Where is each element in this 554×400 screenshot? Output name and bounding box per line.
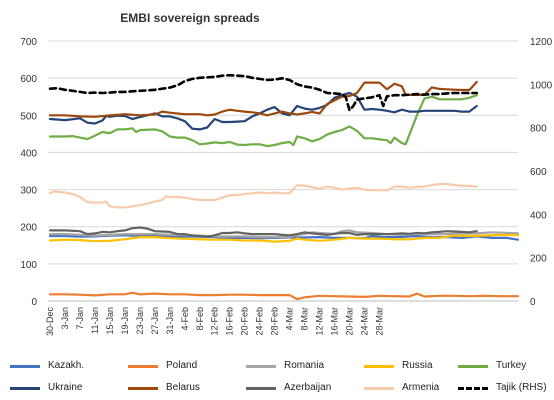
x-tick-label: 19-Jan xyxy=(120,307,130,335)
series-line-armenia xyxy=(48,182,478,209)
x-tick-label: 24-Mar xyxy=(359,307,369,336)
x-tick-label: 16-Mar xyxy=(330,307,340,336)
x-tick-label: 31-Jan xyxy=(165,307,175,335)
legend: Kazakh. Poland Romania Russia Turkey Ukraine B… xyxy=(0,356,554,400)
left-tick-label: 700 xyxy=(20,37,37,48)
x-tick-label: 12-Mar xyxy=(315,307,325,336)
gridlines xyxy=(48,40,518,302)
x-tick-label: 20-Feb xyxy=(240,307,250,336)
legend-swatch xyxy=(128,387,158,390)
left-tick-label: 0 xyxy=(31,297,37,308)
x-tick-label: 24-Feb xyxy=(255,307,265,336)
chart-svg: EMBI sovereign spreads 0 100 200 300 400 500 6… xyxy=(20,11,553,337)
x-tick-label: 27-Jan xyxy=(150,307,160,335)
legend-label: Russia xyxy=(402,360,433,371)
series-line-azerbaijan xyxy=(48,226,478,238)
legend-swatch xyxy=(364,387,394,390)
legend-label: Azerbaijan xyxy=(284,382,332,393)
x-tick-label: 16-Feb xyxy=(225,307,235,336)
legend-label: Romania xyxy=(284,360,325,371)
right-tick-label: 600 xyxy=(530,167,547,178)
left-axis: 0 100 200 300 400 500 600 700 xyxy=(20,37,37,308)
legend-swatch xyxy=(10,365,40,368)
left-tick-label: 100 xyxy=(20,260,37,271)
legend-swatch xyxy=(246,365,276,368)
left-tick-label: 500 xyxy=(20,111,37,122)
right-tick-label: 400 xyxy=(530,210,547,221)
legend-swatch xyxy=(128,365,158,368)
series-line-russia xyxy=(48,233,520,243)
x-tick-label: 11-Jan xyxy=(90,307,100,334)
x-tick-label: 30-Dec xyxy=(45,307,55,337)
legend-label: Turkey xyxy=(496,360,527,371)
legend-swatch xyxy=(458,387,488,390)
left-tick-label: 300 xyxy=(20,186,37,197)
x-tick-label: 15-Jan xyxy=(105,307,115,335)
legend-label: Ukraine xyxy=(48,382,83,393)
x-tick-label: 12-Feb xyxy=(210,307,220,336)
x-tick-label: 3-Jan xyxy=(60,307,70,330)
x-tick-label: 4-Mar xyxy=(285,307,295,331)
x-tick-label: 20-Mar xyxy=(345,307,355,336)
series-line-turkey xyxy=(48,94,478,148)
series-line-tajik-rhs xyxy=(48,73,479,112)
x-tick-label: 8-Mar xyxy=(300,307,310,331)
series-line-poland xyxy=(48,291,520,301)
right-tick-label: 800 xyxy=(530,124,547,135)
x-tick-label: 8-Feb xyxy=(195,307,205,331)
legend-swatch xyxy=(364,365,394,368)
series-lines xyxy=(48,73,520,301)
left-tick-label: 400 xyxy=(20,148,37,159)
x-tick-label: 28-Mar xyxy=(374,307,384,336)
legend-label: Belarus xyxy=(166,382,200,393)
right-tick-label: 200 xyxy=(530,254,547,265)
legend-label: Kazakh. xyxy=(48,360,85,371)
legend-swatch xyxy=(10,387,40,390)
right-axis: 0 200 400 600 800 1000 1200 xyxy=(530,37,553,308)
legend-swatch xyxy=(458,365,488,368)
x-tick-label: 23-Jan xyxy=(135,307,145,335)
legend-label: Tajik (RHS) xyxy=(496,382,547,393)
legend-label: Poland xyxy=(166,360,198,371)
x-tick-label: 7-Jan xyxy=(75,307,85,330)
right-tick-label: 1000 xyxy=(530,80,553,91)
legend-label: Armenia xyxy=(402,382,440,393)
left-tick-label: 200 xyxy=(20,223,37,234)
right-tick-label: 1200 xyxy=(530,37,553,48)
x-tick-label: 4-Feb xyxy=(180,307,190,331)
right-tick-label: 0 xyxy=(530,297,536,308)
x-axis: 30-Dec 3-Jan 7-Jan 11-Jan 15-Jan 19-Jan 23-Jan… xyxy=(45,300,518,337)
left-tick-label: 600 xyxy=(20,74,37,85)
legend-swatch xyxy=(246,387,276,390)
x-tick-label: 28-Feb xyxy=(270,307,280,336)
chart-title: EMBI sovereign spreads xyxy=(120,11,260,25)
